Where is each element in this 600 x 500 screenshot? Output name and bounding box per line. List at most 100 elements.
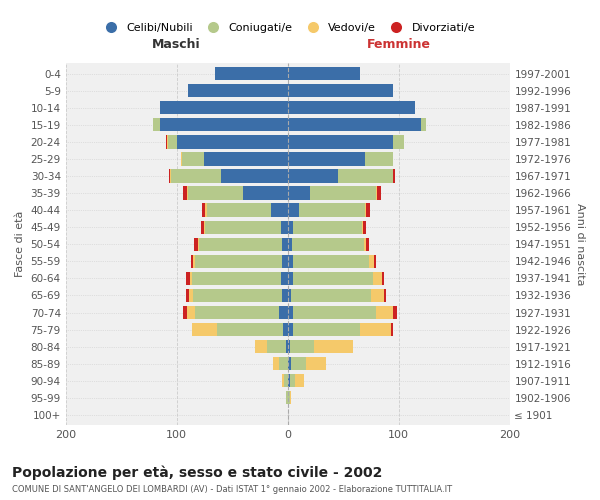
Bar bbox=[185, 272, 190, 285]
Bar bbox=[360, 323, 391, 336]
Bar bbox=[168, 135, 176, 148]
Bar bbox=[271, 204, 287, 217]
Bar bbox=[287, 306, 293, 319]
Bar bbox=[376, 306, 393, 319]
Bar bbox=[205, 204, 206, 217]
Bar bbox=[368, 254, 374, 268]
Bar bbox=[215, 67, 287, 80]
Bar bbox=[193, 289, 282, 302]
Bar bbox=[363, 220, 367, 234]
Bar bbox=[362, 220, 363, 234]
Text: Popolazione per età, sesso e stato civile - 2002: Popolazione per età, sesso e stato civil… bbox=[12, 465, 382, 479]
Legend: Celibi/Nubili, Coniugati/e, Vedovi/e, Divorziati/e: Celibi/Nubili, Coniugati/e, Vedovi/e, Di… bbox=[95, 18, 480, 37]
Bar bbox=[393, 135, 404, 148]
Bar bbox=[421, 118, 426, 132]
Bar bbox=[183, 186, 187, 200]
Bar bbox=[287, 289, 291, 302]
Bar bbox=[282, 289, 287, 302]
Bar bbox=[160, 101, 287, 114]
Bar bbox=[391, 323, 393, 336]
Bar bbox=[295, 374, 304, 388]
Bar bbox=[382, 272, 384, 285]
Bar bbox=[205, 152, 287, 166]
Bar bbox=[193, 254, 196, 268]
Bar bbox=[371, 289, 384, 302]
Bar bbox=[287, 272, 293, 285]
Bar bbox=[171, 170, 221, 182]
Bar bbox=[167, 135, 168, 148]
Bar bbox=[256, 340, 266, 353]
Bar bbox=[169, 170, 170, 182]
Bar bbox=[291, 289, 371, 302]
Bar bbox=[217, 323, 283, 336]
Bar bbox=[205, 220, 281, 234]
Bar bbox=[287, 357, 291, 370]
Bar bbox=[377, 186, 381, 200]
Bar bbox=[287, 67, 360, 80]
Y-axis label: Anni di nascita: Anni di nascita bbox=[575, 203, 585, 285]
Text: COMUNE DI SANT'ANGELO DEI LOMBARDI (AV) - Dati ISTAT 1° gennaio 2002 - Elaborazi: COMUNE DI SANT'ANGELO DEI LOMBARDI (AV) … bbox=[12, 485, 452, 494]
Bar bbox=[279, 357, 287, 370]
Bar bbox=[290, 374, 295, 388]
Bar bbox=[292, 238, 364, 251]
Bar bbox=[338, 170, 393, 182]
Bar bbox=[293, 323, 360, 336]
Bar bbox=[185, 289, 189, 302]
Bar bbox=[282, 238, 287, 251]
Bar bbox=[287, 220, 293, 234]
Bar bbox=[365, 204, 367, 217]
Bar bbox=[188, 84, 287, 98]
Bar bbox=[187, 186, 188, 200]
Bar bbox=[166, 135, 167, 148]
Bar bbox=[287, 374, 290, 388]
Bar bbox=[281, 272, 287, 285]
Text: Femmine: Femmine bbox=[367, 38, 431, 52]
Bar bbox=[287, 101, 415, 114]
Bar bbox=[367, 204, 370, 217]
Bar bbox=[196, 254, 282, 268]
Text: Maschi: Maschi bbox=[152, 38, 201, 52]
Bar bbox=[282, 254, 287, 268]
Bar bbox=[286, 391, 287, 404]
Bar bbox=[393, 170, 395, 182]
Bar bbox=[293, 306, 376, 319]
Bar bbox=[190, 272, 192, 285]
Bar bbox=[199, 238, 282, 251]
Bar bbox=[281, 220, 287, 234]
Bar bbox=[243, 186, 287, 200]
Bar bbox=[182, 152, 205, 166]
Bar bbox=[293, 220, 362, 234]
Bar bbox=[279, 306, 287, 319]
Bar bbox=[202, 204, 205, 217]
Bar bbox=[287, 152, 365, 166]
Bar bbox=[266, 340, 286, 353]
Bar bbox=[206, 204, 271, 217]
Bar bbox=[310, 186, 376, 200]
Bar bbox=[299, 204, 365, 217]
Bar bbox=[170, 170, 171, 182]
Bar bbox=[284, 374, 287, 388]
Bar bbox=[181, 152, 182, 166]
Bar bbox=[286, 340, 287, 353]
Bar bbox=[160, 118, 287, 132]
Bar bbox=[384, 289, 386, 302]
Bar bbox=[287, 340, 290, 353]
Bar bbox=[287, 118, 421, 132]
Bar bbox=[221, 170, 287, 182]
Bar bbox=[176, 135, 287, 148]
Bar bbox=[192, 323, 217, 336]
Bar bbox=[373, 272, 382, 285]
Bar bbox=[287, 204, 299, 217]
Bar bbox=[189, 289, 193, 302]
Bar bbox=[282, 374, 284, 388]
Bar bbox=[154, 118, 160, 132]
Bar bbox=[283, 323, 287, 336]
Bar bbox=[188, 186, 243, 200]
Bar bbox=[194, 238, 198, 251]
Bar bbox=[364, 238, 367, 251]
Bar bbox=[393, 306, 397, 319]
Bar bbox=[198, 238, 199, 251]
Bar bbox=[314, 340, 353, 353]
Bar bbox=[273, 357, 279, 370]
Bar bbox=[374, 254, 376, 268]
